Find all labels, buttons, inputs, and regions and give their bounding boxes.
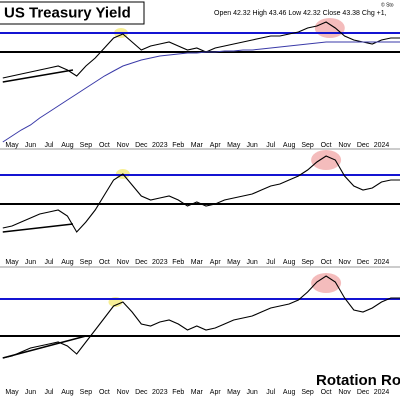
trendline (2, 69, 74, 83)
x-tick-label: May (5, 142, 19, 149)
x-tick-label: Sep (80, 142, 93, 149)
x-tick-label: Aug (283, 259, 296, 266)
price-line (2, 275, 400, 359)
x-tick-label: Aug (283, 389, 296, 396)
x-tick-label: Sep (80, 259, 93, 266)
x-tick-label: Oct (321, 142, 332, 149)
x-tick-label: 2024 (374, 389, 390, 396)
x-tick-label: May (5, 389, 19, 396)
price-line (2, 155, 400, 233)
x-tick-label: Nov (338, 389, 351, 396)
highlight (311, 273, 342, 293)
x-tick-label: Jul (44, 142, 53, 149)
x-tick-label: Dec (135, 259, 148, 266)
x-tick-label: Oct (99, 259, 110, 266)
x-tick-label: Sep (301, 259, 314, 266)
x-tick-label: Aug (61, 142, 74, 149)
x-tick-label: Jun (25, 142, 36, 149)
x-tick-label: May (227, 259, 241, 266)
x-tick-label: Nov (338, 259, 351, 266)
x-tick-label: Oct (321, 389, 332, 396)
x-tick-label: 2023 (152, 259, 168, 266)
x-tick-label: Mar (191, 259, 204, 266)
x-tick-label: Jun (25, 389, 36, 396)
quote-summary: Open 42.32 High 43.46 Low 42.32 Close 43… (214, 10, 387, 17)
x-tick-label: Sep (301, 142, 314, 149)
credit: © Sto (381, 1, 394, 8)
x-tick-label: Nov (117, 259, 130, 266)
x-tick-label: 2024 (374, 142, 390, 149)
chart-title: US Treasury Yield (4, 4, 131, 21)
x-tick-label: Oct (321, 259, 332, 266)
x-tick-label: Jun (247, 259, 258, 266)
moving-average (2, 41, 400, 143)
highlight (311, 150, 342, 170)
marks: May Jun Jul Aug Sep Oct Nov Dec 2023 Feb Mar Apr May… (0, 18, 400, 396)
trendline (2, 223, 74, 233)
x-tick-label: Apr (210, 142, 222, 149)
x-tick-label: Dec (135, 142, 148, 149)
x-tick-label: Apr (210, 389, 222, 396)
x-tick-label: Nov (117, 389, 130, 396)
x-tick-label: Sep (301, 389, 314, 396)
x-tick-label: Dec (135, 389, 148, 396)
price-line (2, 21, 400, 79)
x-tick-label: Nov (338, 142, 351, 149)
x-tick-label: Sep (80, 389, 93, 396)
x-tick-label: Aug (61, 389, 74, 396)
x-tick-label: Apr (210, 259, 222, 266)
x-tick-label: Jul (44, 259, 53, 266)
x-tick-label: Jul (266, 389, 275, 396)
x-tick-label: Aug (283, 142, 296, 149)
x-tick-label: Feb (172, 259, 184, 266)
title-box (0, 1, 145, 25)
x-tick-label: Mar (191, 142, 204, 149)
x-tick-label: Jul (266, 142, 275, 149)
x-tick-label: Feb (172, 142, 184, 149)
x-tick-label: Oct (99, 142, 110, 149)
x-tick-label: Mar (191, 389, 204, 396)
x-tick-label: Aug (61, 259, 74, 266)
x-tick-label: May (227, 389, 241, 396)
x-tick-label: Oct (99, 389, 110, 396)
x-tick-label: Jun (247, 389, 258, 396)
x-tick-label: Feb (172, 389, 184, 396)
x-tick-label: Jun (25, 259, 36, 266)
x-tick-label: May (227, 142, 241, 149)
x-tick-label: May (5, 259, 19, 266)
x-tick-label: Jun (247, 142, 258, 149)
x-tick-label: Dec (357, 142, 370, 149)
annotation: Rotation Ro (316, 372, 400, 389)
x-tick-label: Dec (357, 259, 370, 266)
x-tick-label: 2023 (152, 142, 168, 149)
highlight (314, 18, 345, 38)
x-tick-label: Jul (266, 259, 275, 266)
x-tick-label: Jul (44, 389, 53, 396)
x-tick-label: Dec (357, 389, 370, 396)
x-tick-label: 2023 (152, 389, 168, 396)
x-tick-label: 2024 (374, 259, 390, 266)
x-tick-label: Nov (117, 142, 130, 149)
